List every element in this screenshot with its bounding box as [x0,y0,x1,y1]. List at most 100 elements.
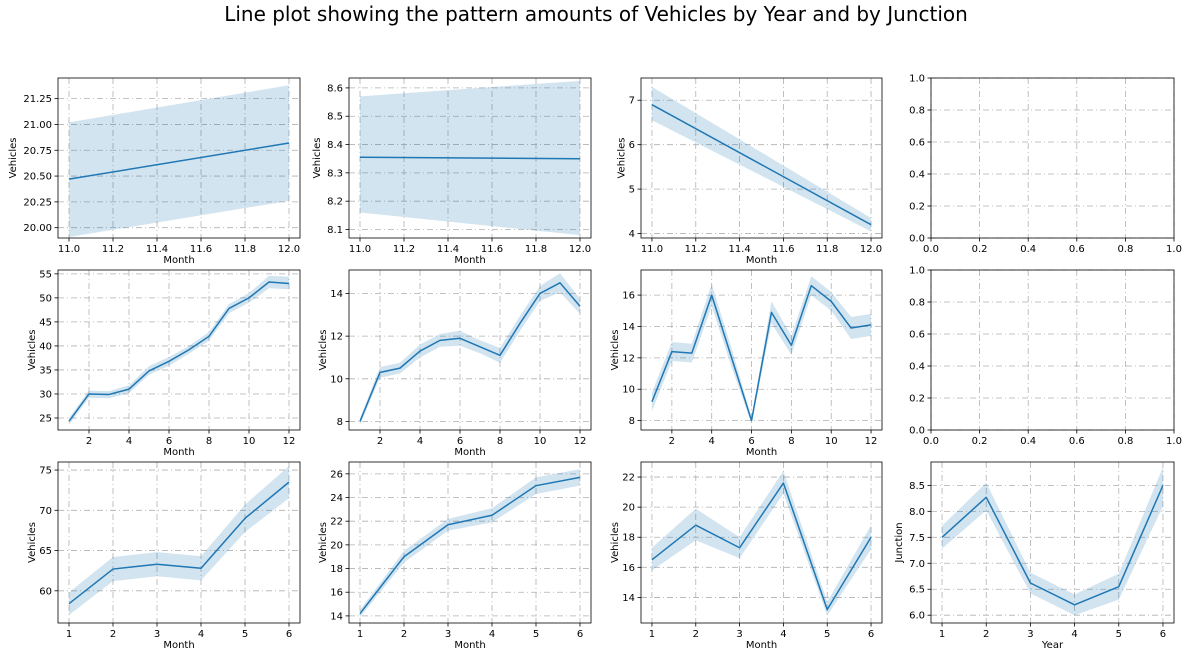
subplot-grid: 11.0 11.2 11.4 11.6 11.8 12.020.0020.2520.502… [8,74,1182,652]
x-tick-label: 12.0 [569,244,591,255]
y-tick-label: 16 [330,588,343,599]
x-axis-label: Month [746,447,777,458]
x-tick-label: 10 [825,436,838,447]
y-tick-label: 8.1 [327,225,343,236]
x-tick-label: 0.8 [1117,244,1133,255]
x-tick-label: 11.0 [641,244,663,255]
y-tick-label: 60 [39,586,52,597]
y-axis-label: Junction [894,522,905,563]
y-tick-label: 8.2 [327,197,343,208]
y-tick-label: 0.0 [909,426,925,437]
x-tick-label: 4 [198,629,204,640]
y-tick-label: 0.2 [909,394,925,405]
x-tick-label: 0.2 [972,436,988,447]
x-tick-label: 1 [649,629,655,640]
x-tick-label: 6 [166,436,172,447]
series-line [359,476,581,614]
y-tick-label: 5 [629,185,635,196]
confidence-band [69,275,289,425]
x-tick-label: 11.4 [146,244,168,255]
subplot-3-4: 1 2 3 4 5 6 6.0 6.5 7.0 7.5 8.0 8.5 Year Junction [894,461,1175,651]
x-tick-label: 12 [283,436,296,447]
y-tick-label: 0.2 [909,202,925,213]
series-line [68,481,290,605]
y-tick-label: 21.25 [23,94,52,105]
x-tick-label: 6 [868,629,874,640]
y-tick-label: 18 [330,564,343,575]
y-tick-label: 26 [330,469,343,480]
x-tick-label: 6 [748,436,754,447]
x-tick-label: 5 [242,629,248,640]
x-tick-label: 0.0 [923,436,939,447]
y-tick-label: 4 [629,229,635,240]
subplot-2-2: 2 4 6 8 10 12 8 10 12 14 Month Vehicles [318,269,592,458]
y-tick-label: 8.3 [327,168,343,179]
series-line [651,284,872,422]
x-axis-label: Month [454,255,485,266]
x-axis-label: Month [163,640,194,651]
axes-frame [930,77,1175,239]
x-tick-label: 3 [445,629,451,640]
x-tick-label: 0.4 [1020,244,1036,255]
x-tick-label: 0.2 [972,244,988,255]
y-tick-label: 0.8 [909,106,925,117]
y-tick-label: 8.6 [327,83,343,94]
y-tick-label: 0.6 [909,138,925,149]
axes-frame [348,269,592,431]
x-tick-label: 11.2 [685,244,707,255]
y-tick-label: 24 [330,493,343,504]
axes-frame [348,77,592,239]
x-tick-label: 3 [1027,629,1033,640]
y-tick-label: 8.4 [327,140,343,151]
x-tick-label: 8 [788,436,794,447]
x-axis-label: Month [454,640,485,651]
subplot-1-1: 11.0 11.2 11.4 11.6 11.8 12.0 20.00 20.25 20.50 2… [8,77,301,266]
series-line [68,142,290,180]
subplot-3-3: 1 2 3 4 5 6 14 16 18 20 22 Month Vehicles [610,461,883,651]
x-tick-label: 2 [377,436,383,447]
x-tick-label: 3 [154,629,160,640]
x-tick-label: 2 [693,629,699,640]
x-tick-label: 11.8 [816,244,838,255]
x-tick-label: 2 [983,629,989,640]
y-tick-label: 20 [330,540,343,551]
axes-frame [930,269,1175,431]
confidence-band [360,273,580,425]
x-tick-label: 5 [533,629,539,640]
y-tick-label: 65 [39,546,52,557]
x-tick-label: 11.8 [525,244,547,255]
confidence-band [942,467,1163,616]
x-tick-label: 11.2 [393,244,415,255]
confidence-band [360,469,580,618]
x-axis-label: Month [454,447,485,458]
x-tick-label: 2 [110,629,116,640]
y-tick-label: 6.0 [909,611,925,622]
x-tick-label: 11.6 [772,244,794,255]
subplot-3-2: 1 2 3 4 5 6 14 16 18 20 22 24 26 Month Vehicles [318,461,592,651]
subplot-2-3: 2 4 6 8 10 12 8 10 12 14 16 Month Vehicles [610,269,883,458]
y-tick-label: 20.75 [23,146,52,157]
y-tick-label: 22 [330,517,343,528]
x-tick-label: 12.0 [278,244,300,255]
y-axis-label: Vehicles [27,330,38,371]
x-tick-label: 4 [1071,629,1077,640]
x-tick-label: 0.8 [1117,436,1133,447]
x-tick-label: 4 [126,436,132,447]
x-tick-label: 10 [534,436,547,447]
y-tick-label: 45 [39,317,52,328]
x-axis-label: Month [746,640,777,651]
subplot-1-3: 11.0 11.2 11.4 11.6 11.8 12.0 4 5 6 7 Month Vehicle… [617,77,883,266]
y-axis-label: Vehicles [318,522,329,563]
x-tick-label: 6 [1160,629,1166,640]
x-axis-label: Month [163,255,194,266]
y-tick-label: 8.5 [909,481,925,492]
y-tick-label: 10 [622,385,635,396]
y-tick-label: 14 [330,611,343,622]
y-tick-label: 20.25 [23,197,52,208]
y-tick-label: 14 [330,289,343,300]
y-tick-label: 0.4 [909,362,925,373]
y-tick-label: 20.50 [23,172,52,183]
x-tick-label: 8 [206,436,212,447]
y-tick-label: 75 [39,466,52,477]
